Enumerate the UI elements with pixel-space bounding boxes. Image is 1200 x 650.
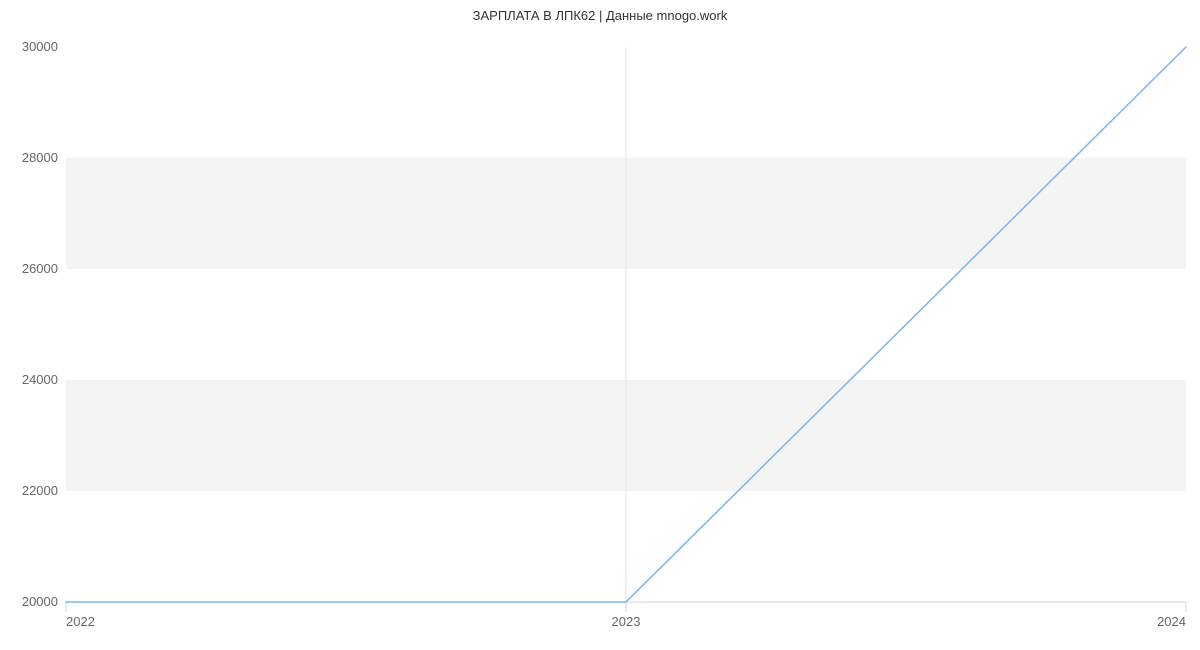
- y-tick-label: 20000: [22, 594, 58, 609]
- chart-title: ЗАРПЛАТА В ЛПК62 | Данные mnogo.work: [0, 8, 1200, 23]
- x-tick-label: 2022: [66, 614, 95, 629]
- x-tick-label: 2024: [1157, 614, 1186, 629]
- x-tick-label: 2023: [612, 614, 641, 629]
- y-tick-label: 26000: [22, 261, 58, 276]
- y-tick-label: 30000: [22, 39, 58, 54]
- y-tick-label: 24000: [22, 372, 58, 387]
- salary-line-chart: ЗАРПЛАТА В ЛПК62 | Данные mnogo.work 202…: [0, 0, 1200, 650]
- y-tick-label: 22000: [22, 483, 58, 498]
- y-tick-label: 28000: [22, 150, 58, 165]
- chart-svg: 2022 2023 2024 20000 22000 24000 26000 28000 300…: [0, 0, 1200, 650]
